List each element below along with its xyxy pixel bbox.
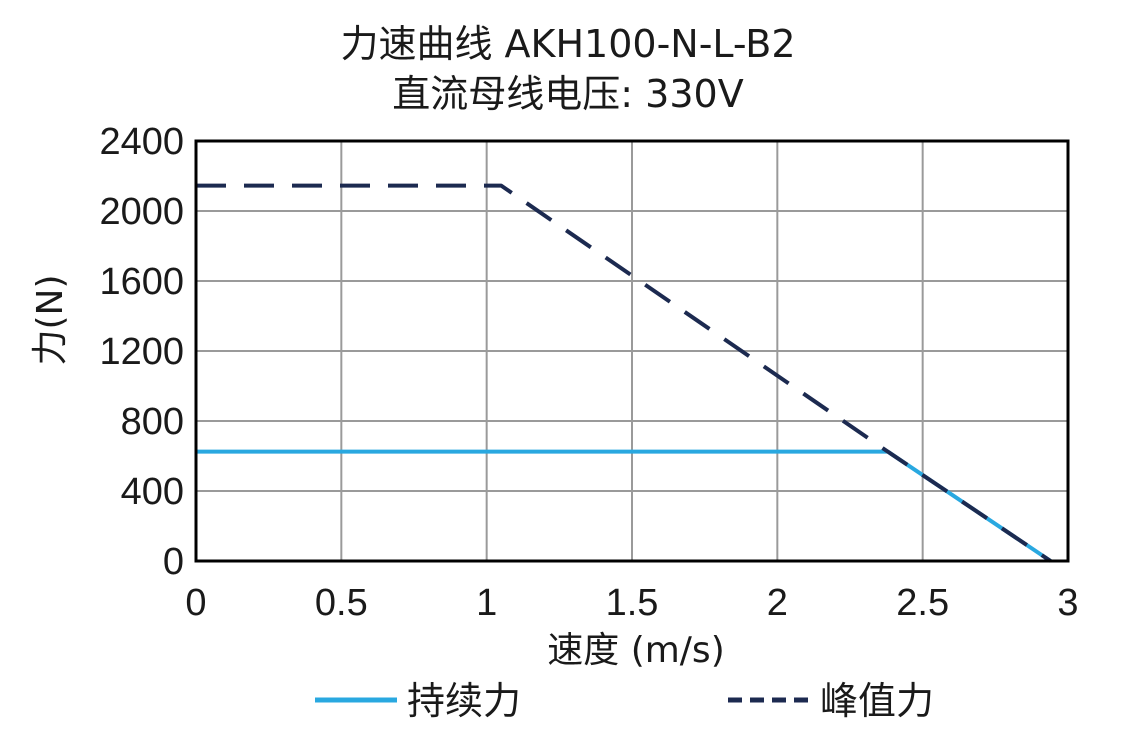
legend-label: 峰值力 (820, 679, 934, 723)
x-tick-label: 1.5 (606, 582, 659, 624)
x-tick-label: 3 (1057, 582, 1078, 624)
grid (195, 140, 1069, 562)
x-tick-label: 0.5 (315, 582, 368, 624)
y-tick-label: 2400 (99, 121, 184, 163)
y-tick-label: 800 (121, 401, 184, 443)
legend: 持续力 峰值力 (315, 679, 934, 723)
x-tick-label: 2 (767, 582, 788, 624)
y-axis-label: 力(N) (30, 274, 71, 365)
x-tick-label: 0 (185, 582, 206, 624)
y-tick-label: 1200 (99, 331, 184, 373)
y-tick-label: 1600 (99, 261, 184, 303)
y-tick-label: 400 (121, 471, 184, 513)
series-line-peak-force (196, 183, 1052, 563)
plot-frame (194, 139, 1070, 563)
y-tick-labels: 0 400 800 1200 1600 2000 2400 (99, 121, 184, 583)
x-tick-labels: 0 0.5 1 1.5 2 2.5 3 (185, 582, 1078, 624)
y-tick-label: 2000 (99, 191, 184, 233)
x-axis-label: 速度 (m/s) (547, 630, 725, 671)
chart-subtitle: 直流母线电压: 330V (392, 72, 743, 116)
series-layer (196, 183, 1052, 563)
x-tick-label: 1 (476, 582, 497, 624)
y-tick-label: 0 (163, 541, 184, 583)
legend-label: 持续力 (407, 679, 521, 723)
chart-title: 力速曲线 AKH100-N-L-B2 (340, 22, 795, 66)
x-tick-label: 2.5 (896, 582, 949, 624)
